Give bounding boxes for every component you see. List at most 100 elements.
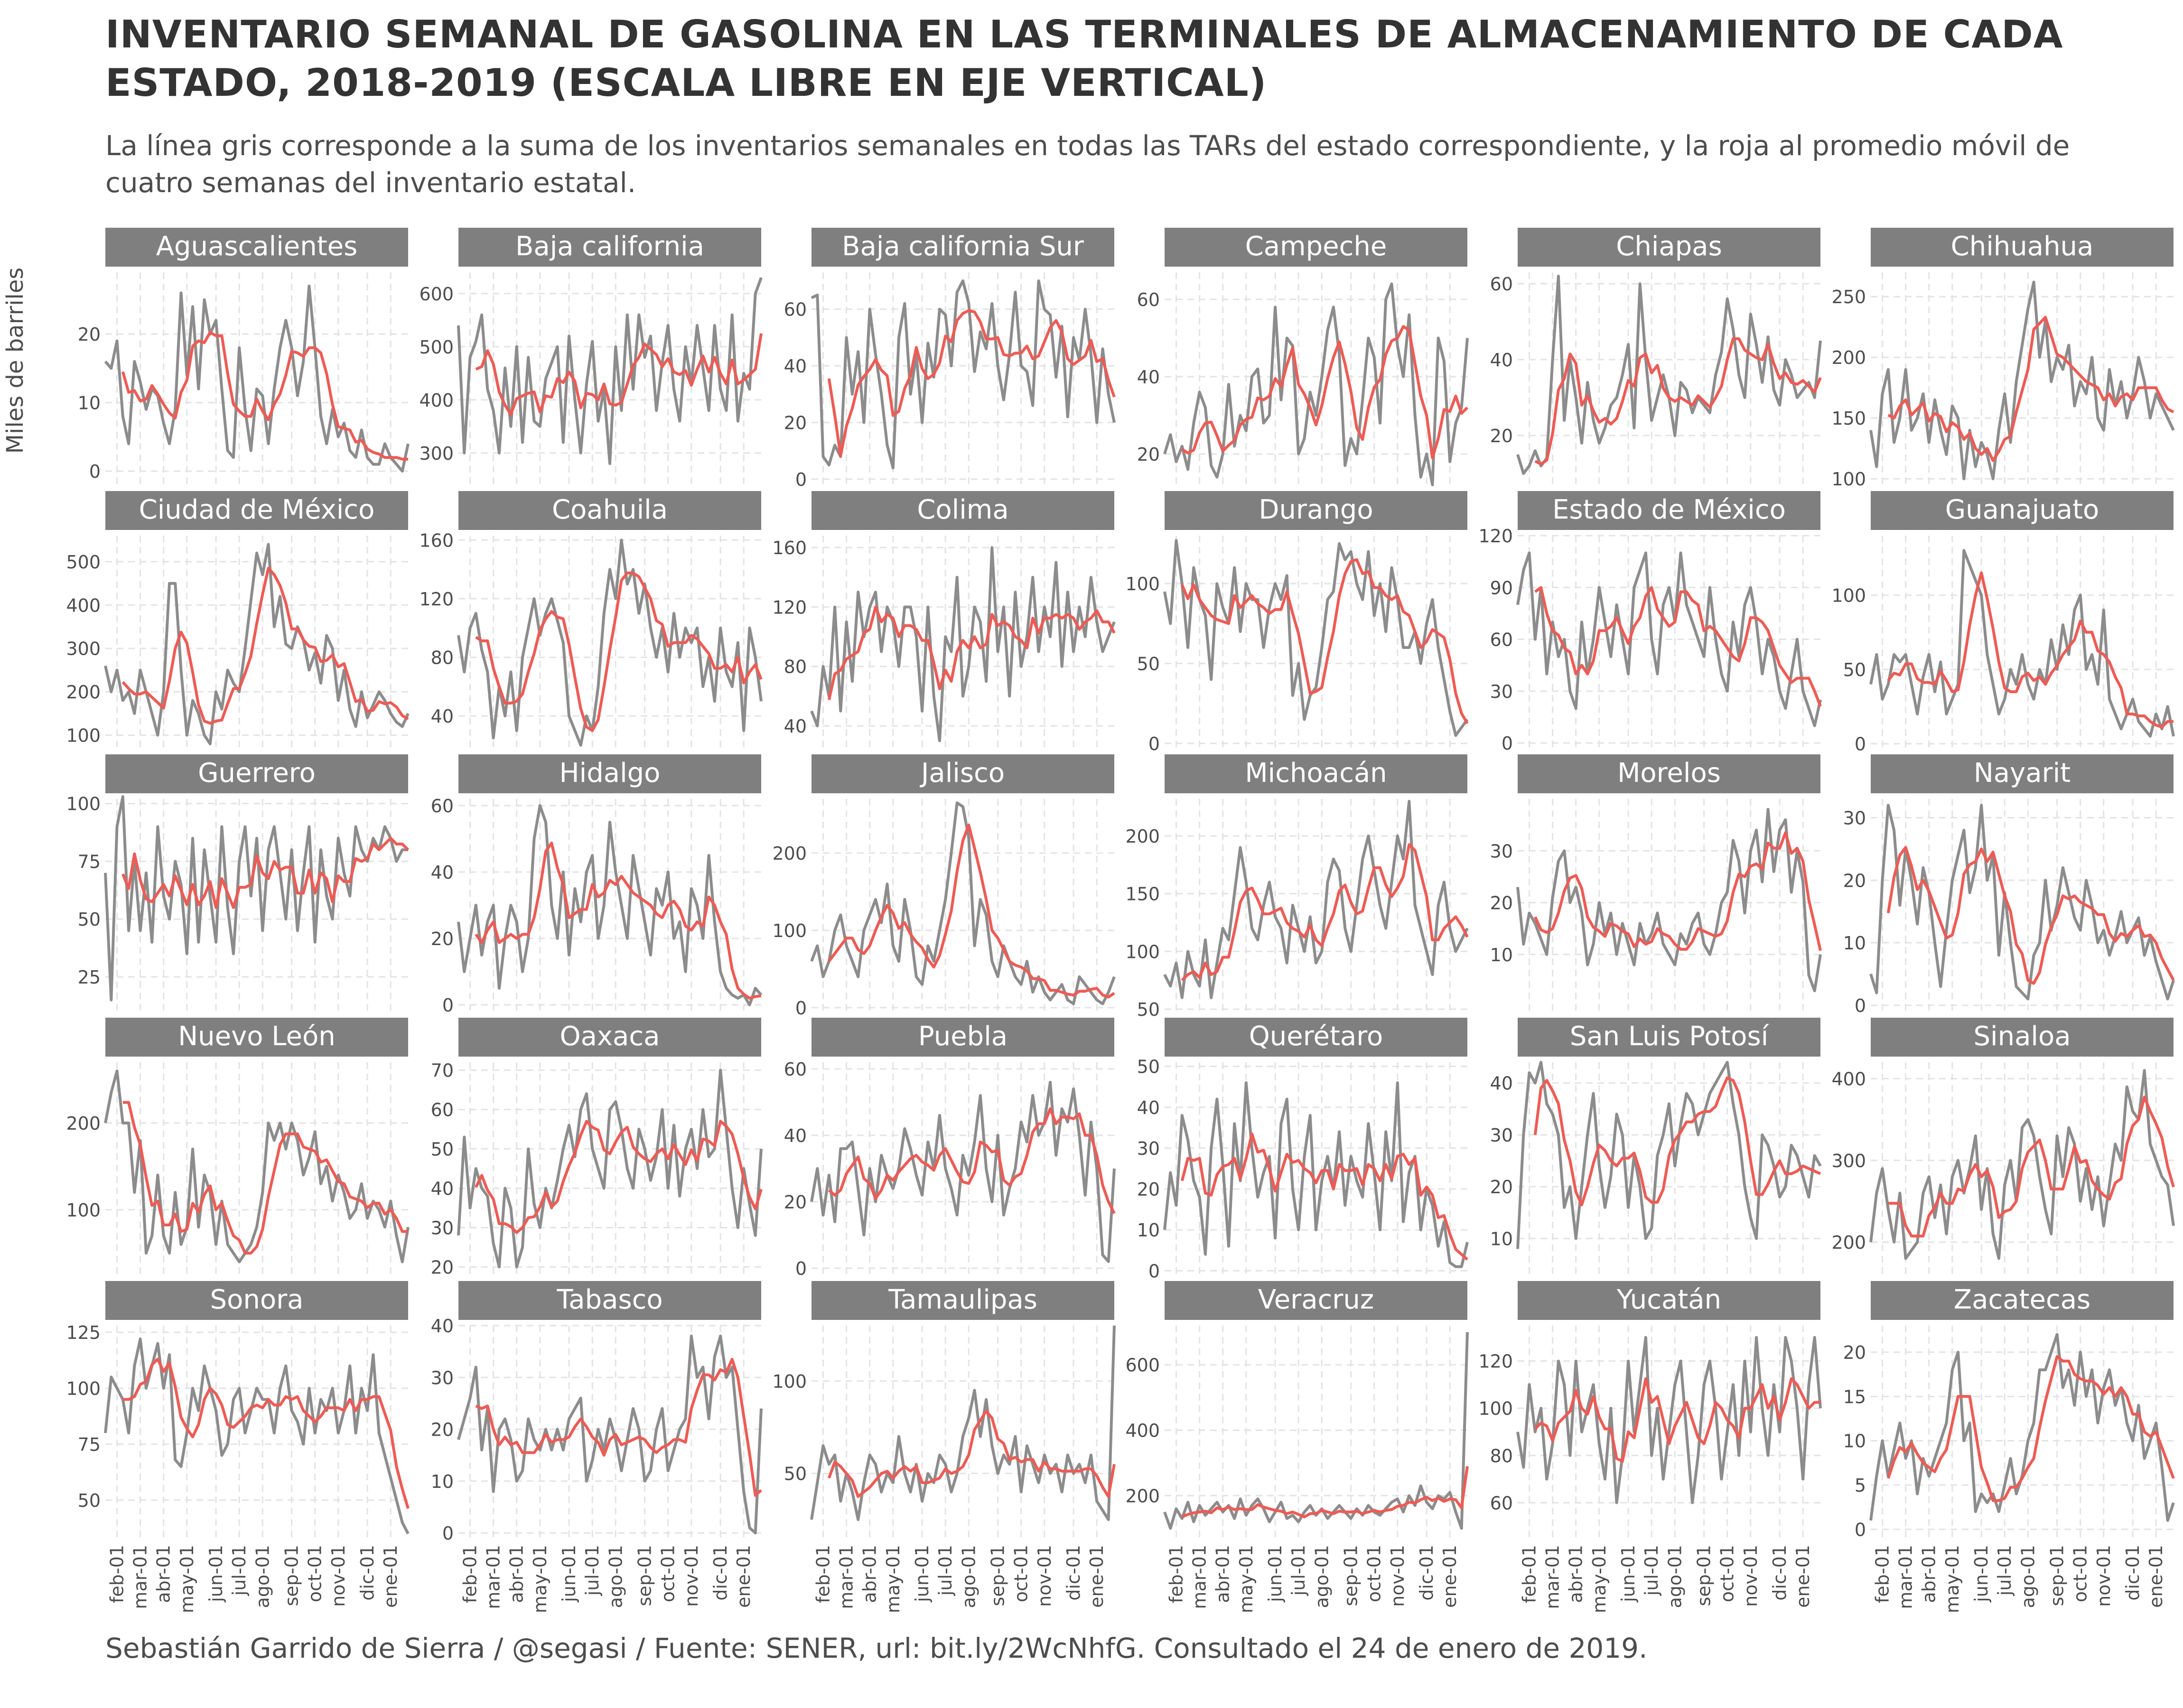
series-line-moving-average [1181, 1466, 1469, 1519]
y-tick-label: 100 [1478, 1398, 1513, 1419]
facet-durango: Durango 0 50 100 [1125, 491, 1469, 754]
x-tick-label: nov-01 [1740, 1545, 1761, 1607]
y-tick-label: 300 [1831, 1151, 1866, 1171]
facet-strip [1165, 491, 1467, 530]
y-tick-label: 100 [66, 1378, 101, 1399]
y-tick-label: 120 [1478, 526, 1513, 547]
facet-strip [458, 754, 761, 793]
series-line-moving-average [1886, 1355, 2175, 1502]
y-tick-label: 10 [1843, 1431, 1866, 1452]
x-tick-label: feb-01 [1872, 1545, 1893, 1603]
y-tick-label: 75 [78, 851, 101, 872]
y-tick-label: 40 [431, 706, 454, 727]
y-tick-label: 100 [772, 920, 807, 941]
facet-strip-label: Zacatecas [1954, 1284, 2090, 1315]
y-tick-label: 0 [1855, 995, 1866, 1016]
facet-strip [812, 491, 1114, 530]
x-tick-label: feb-01 [1519, 1545, 1540, 1603]
y-tick-label: 20 [1490, 1177, 1513, 1197]
y-tick-label: 20 [1137, 1179, 1160, 1200]
y-tick-label: 0 [89, 461, 101, 482]
series-line-weekly [1516, 551, 1822, 727]
series-line-weekly [457, 538, 763, 747]
x-tick-label: dic-01 [1416, 1545, 1437, 1601]
x-tick-label: ago-01 [1311, 1545, 1332, 1608]
facet-chihuahua: Chihuahua 100 150 200 250 [1831, 228, 2175, 490]
y-tick-label: 40 [1490, 350, 1513, 371]
facet-guanajuato: Guanajuato 0 50 100 [1831, 491, 2175, 755]
x-tick-label: ago-01 [958, 1545, 979, 1608]
chart-subtitle: La línea gris corresponde a la suma de l… [105, 130, 2070, 199]
facet-baja-california-sur: Baja california Sur 0 20 40 60 [784, 228, 1116, 490]
y-tick-label: 150 [1831, 408, 1866, 429]
facet-strip [1871, 1018, 2174, 1057]
facet-queretaro: Querétaro 0 10 20 30 40 50 [1137, 1018, 1469, 1281]
series-line-weekly [810, 1081, 1116, 1263]
y-tick-label: 200 [66, 1113, 101, 1134]
facet-zacatecas: Zacatecas 0 5 10 15 20 feb-01 mar-01 abr-01 may-0… [1843, 1281, 2175, 1613]
series-line-moving-average [828, 1107, 1116, 1214]
y-tick-label: 60 [431, 796, 454, 817]
y-tick-label: 40 [431, 1178, 454, 1199]
y-tick-label: 50 [78, 909, 101, 930]
facet-yucatan: Yucatán 60 80 100 120 feb-01 mar-01 abr-01 may-0… [1478, 1281, 1822, 1613]
series-line-weekly [1163, 282, 1469, 486]
y-tick-label: 120 [1478, 1351, 1513, 1372]
facet-estado-de-mexico: Estado de México 0 30 60 90 120 [1478, 491, 1822, 754]
facet-strip-label: Puebla [918, 1021, 1008, 1052]
x-tick-label: ene-01 [2146, 1545, 2166, 1608]
x-tick-label: may-01 [530, 1545, 550, 1613]
y-tick-label: 50 [431, 1139, 454, 1160]
facet-strip [105, 1281, 408, 1320]
facet-ciudad-de-mexico: Ciudad de México 100 200 300 400 500 [66, 491, 410, 748]
series-line-weekly [1869, 549, 2175, 738]
x-tick-label: sep-01 [1694, 1545, 1715, 1606]
series-line-moving-average [1887, 316, 2174, 462]
x-tick-label: may-01 [177, 1545, 197, 1613]
x-tick-label: ago-01 [252, 1545, 273, 1608]
y-tick-label: 100 [66, 725, 101, 746]
facet-strip-label: Tamaulipas [888, 1284, 1037, 1315]
facet-strip-label: Coahuila [552, 494, 668, 525]
x-tick-label: jul-01 [1994, 1545, 2015, 1596]
y-tick-label: 20 [1843, 1342, 1866, 1363]
x-tick-label: feb-01 [1166, 1545, 1187, 1603]
y-tick-label: 300 [66, 639, 101, 659]
facet-strip-label: Estado de México [1552, 494, 1786, 525]
facet-strip-label: Nuevo León [178, 1021, 335, 1052]
y-tick-label: 400 [419, 390, 454, 411]
facet-strip [1518, 228, 1820, 267]
y-tick-label: 20 [431, 1420, 454, 1440]
facet-strip [105, 1018, 408, 1057]
y-tick-label: 200 [1831, 1232, 1866, 1253]
series-line-weekly [1163, 1332, 1469, 1530]
x-tick-label: dic-01 [2122, 1545, 2143, 1601]
series-line-moving-average [475, 571, 763, 732]
x-tick-label: mar-01 [1189, 1545, 1210, 1609]
x-tick-label: oct-01 [2070, 1545, 2091, 1602]
facet-tabasco: Tabasco 0 10 20 30 40 feb-01 mar-01 abr-01 may-01… [431, 1281, 763, 1613]
y-tick-label: 60 [431, 1100, 454, 1121]
y-tick-label: 0 [1502, 733, 1513, 754]
x-tick-label: abr-01 [153, 1545, 174, 1603]
y-tick-label: 20 [431, 1257, 454, 1278]
y-tick-label: 20 [1490, 893, 1513, 914]
facet-chiapas: Chiapas 20 40 60 [1490, 228, 1822, 485]
x-tick-label: ene-01 [733, 1545, 754, 1608]
series-line-moving-average [475, 1358, 762, 1497]
series-line-weekly [1516, 275, 1822, 475]
series-line-weekly [104, 1337, 410, 1534]
x-tick-label: abr-01 [1919, 1545, 1940, 1603]
x-tick-label: jun-01 [912, 1545, 933, 1603]
facet-strip-label: Jalisco [920, 758, 1005, 789]
facet-strip [1518, 491, 1820, 530]
x-tick-label: feb-01 [107, 1545, 128, 1603]
facet-strip [1165, 1281, 1467, 1320]
facet-hidalgo: Hidalgo 0 20 40 60 [431, 754, 763, 1016]
facet-strip-label: Hidalgo [560, 758, 661, 789]
y-tick-label: 20 [78, 324, 101, 345]
facet-jalisco: Jalisco 0 100 200 [772, 754, 1116, 1019]
series-line-weekly [104, 1069, 410, 1263]
y-tick-label: 70 [431, 1060, 454, 1081]
series-line-moving-average [827, 605, 1116, 700]
